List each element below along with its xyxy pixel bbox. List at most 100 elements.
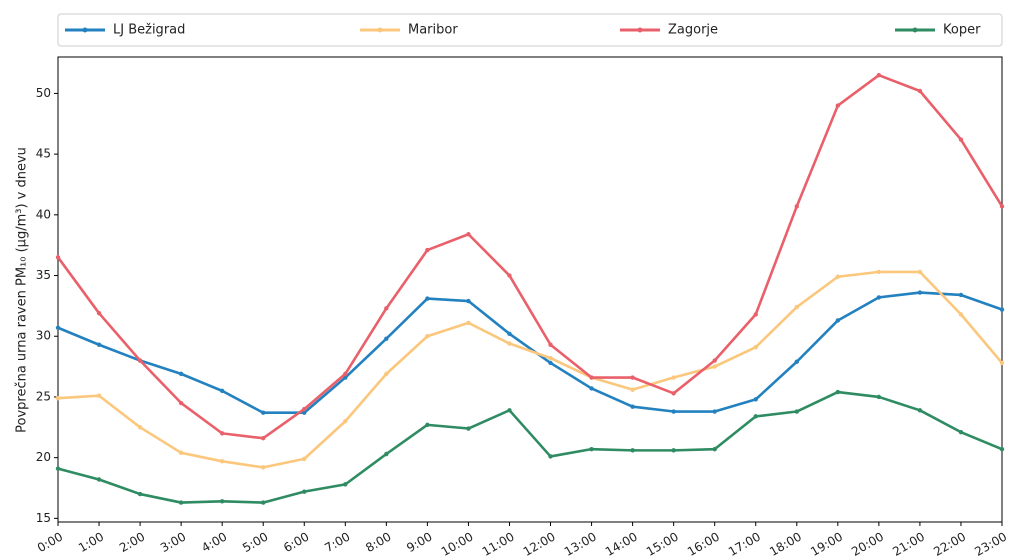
point	[466, 426, 471, 431]
point	[712, 446, 717, 452]
point	[917, 269, 923, 275]
point	[548, 342, 553, 347]
point	[96, 342, 102, 347]
point	[137, 491, 143, 497]
x-tick-label: 1:00	[76, 530, 106, 556]
point	[794, 409, 799, 414]
legend-item: Zagorje	[620, 23, 718, 38]
point	[343, 371, 348, 377]
x-tick-label: 14:00	[603, 530, 640, 559]
point	[507, 341, 512, 346]
x-tick-label: 16:00	[685, 530, 722, 559]
x-tick-label: 7:00	[322, 530, 352, 556]
point	[219, 499, 225, 504]
point	[384, 306, 389, 311]
point	[835, 389, 841, 395]
point	[589, 386, 594, 391]
point	[671, 391, 676, 396]
legend-box	[57, 13, 1003, 47]
point	[96, 393, 102, 398]
point	[917, 290, 923, 295]
point	[507, 408, 512, 413]
x-tick-label: 5:00	[240, 530, 270, 556]
point	[958, 137, 964, 142]
point	[384, 371, 389, 377]
point	[630, 404, 635, 409]
point	[261, 500, 266, 505]
point	[466, 298, 471, 304]
point	[917, 408, 923, 413]
point	[671, 375, 676, 380]
point	[55, 466, 61, 471]
point	[712, 364, 717, 369]
point	[999, 360, 1005, 366]
x-tick-label: 10:00	[439, 530, 476, 559]
point	[753, 397, 758, 402]
series-line	[57, 270, 1003, 469]
point	[425, 296, 430, 301]
point	[630, 387, 635, 392]
point	[178, 400, 184, 406]
x-tick-label: 15:00	[644, 530, 681, 559]
legend-label: LJ Bežigrad	[113, 23, 185, 38]
point	[958, 312, 964, 317]
point	[96, 477, 102, 482]
y-tick-label: 45	[36, 147, 51, 161]
y-tick-label: 40	[36, 207, 51, 221]
point	[630, 375, 635, 380]
point	[999, 307, 1005, 312]
point	[671, 409, 676, 414]
point	[384, 336, 389, 341]
y-tick-label: 50	[36, 86, 51, 100]
point	[219, 459, 225, 464]
x-tick-label: 13:00	[562, 530, 599, 559]
point	[917, 88, 923, 94]
legend-item: LJ Bežigrad	[65, 23, 185, 38]
legend-marker	[377, 27, 383, 33]
point	[55, 395, 61, 401]
x-tick-label: 8:00	[363, 530, 393, 556]
x-tick-label: 20:00	[849, 530, 886, 559]
point	[630, 448, 635, 453]
x-tick-label: 12:00	[521, 530, 558, 559]
legend-marker	[912, 27, 918, 33]
legend-label: Koper	[943, 23, 981, 38]
x-tick-label: 21:00	[890, 530, 927, 559]
point	[219, 431, 225, 436]
series-line	[57, 390, 1003, 504]
point	[178, 450, 184, 455]
x-tick-label: 9:00	[404, 530, 434, 556]
point	[876, 295, 882, 300]
x-tick-label: 17:00	[726, 530, 763, 559]
point	[261, 436, 266, 441]
point	[343, 419, 348, 424]
point	[548, 355, 553, 361]
x-tick-label: 19:00	[808, 530, 845, 559]
point	[712, 409, 717, 414]
point	[548, 360, 553, 366]
point	[466, 232, 471, 237]
y-tick-label: 15	[36, 511, 51, 525]
y-axis-label: Povprečna urna raven PM₁₀ (µg/m³) v dnev…	[15, 147, 30, 433]
point	[261, 465, 266, 470]
x-tick-label: 22:00	[931, 530, 968, 559]
x-tick-label: 11:00	[480, 530, 517, 559]
y-tick-label: 35	[36, 268, 51, 282]
point	[302, 489, 307, 494]
point	[589, 446, 594, 452]
legend-label: Maribor	[408, 23, 458, 38]
point	[178, 371, 184, 377]
legend-marker	[637, 27, 643, 33]
point	[178, 500, 184, 505]
point	[794, 204, 799, 209]
point	[96, 310, 102, 316]
point	[507, 331, 512, 337]
point	[876, 269, 882, 275]
x-tick-label: 0:00	[35, 530, 65, 556]
point	[835, 103, 841, 108]
point	[466, 320, 471, 326]
series-line	[57, 291, 1003, 415]
point	[302, 456, 307, 462]
x-tick-label: 18:00	[767, 530, 804, 559]
point	[55, 255, 61, 260]
